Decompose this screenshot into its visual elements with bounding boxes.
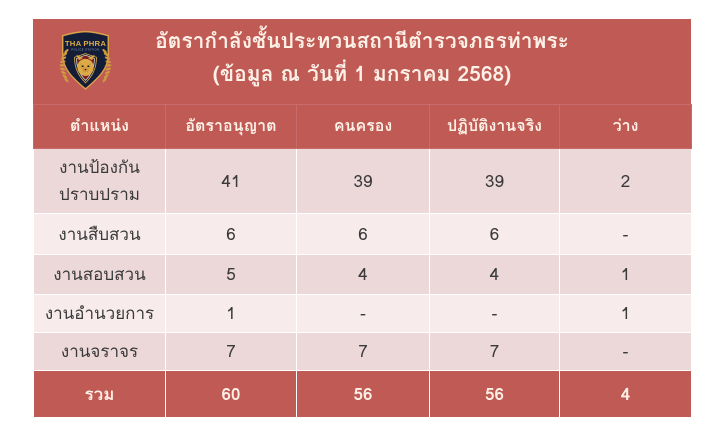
- svg-text:POLICE STATION: POLICE STATION: [71, 48, 99, 52]
- svg-text:THA PHRA: THA PHRA: [65, 39, 106, 48]
